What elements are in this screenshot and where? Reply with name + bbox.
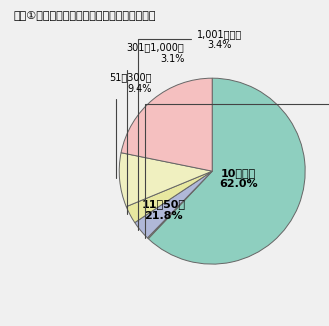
Wedge shape	[126, 171, 212, 223]
Wedge shape	[135, 171, 212, 238]
Text: 11～50人
21.8%: 11～50人 21.8%	[142, 200, 186, 221]
Wedge shape	[119, 153, 212, 207]
Text: 51～300人
9.4%: 51～300人 9.4%	[109, 72, 152, 178]
Text: 図表①　最終消費財分野の運営企業の従業員数: 図表① 最終消費財分野の運営企業の従業員数	[13, 10, 156, 20]
Wedge shape	[148, 78, 305, 264]
Text: 1,001人以上
3.4%: 1,001人以上 3.4%	[138, 29, 242, 230]
Text: 10人以下
62.0%: 10人以下 62.0%	[219, 168, 258, 189]
Text: 無回答
0.2%: 無回答 0.2%	[145, 94, 329, 238]
Wedge shape	[147, 171, 212, 239]
Wedge shape	[121, 78, 212, 171]
Text: 301～1,000人
3.1%: 301～1,000人 3.1%	[127, 43, 184, 214]
